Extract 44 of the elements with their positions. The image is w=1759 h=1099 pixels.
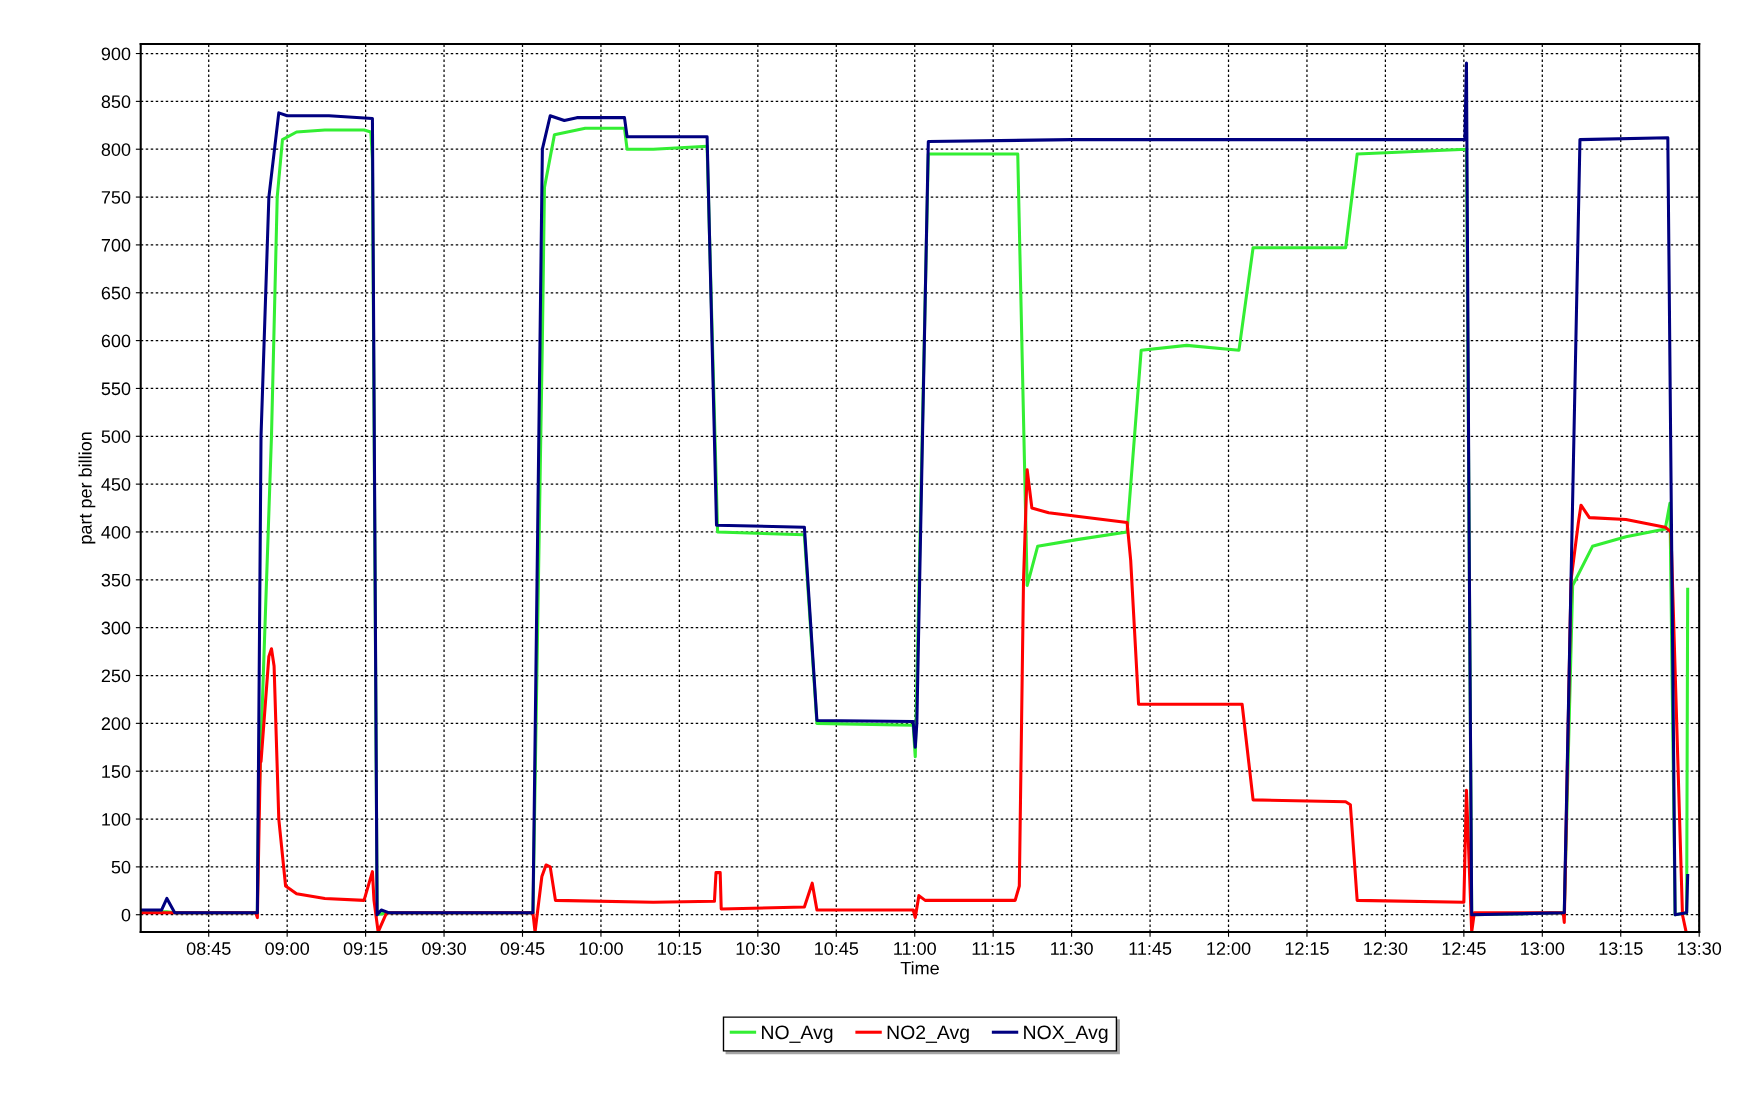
x-axis-title: Time	[900, 961, 939, 975]
x-tick-label: 09:45	[500, 942, 545, 955]
y-tick-label: 550	[101, 382, 131, 396]
y-tick-label: 500	[101, 430, 131, 443]
x-tick-label: 10:00	[579, 942, 623, 955]
y-tick-label: 650	[101, 286, 131, 300]
y-tick-label: 300	[101, 621, 131, 635]
x-tick-label: 09:15	[343, 942, 388, 955]
x-tick-label: 13:30	[1677, 942, 1722, 955]
x-tick-label: 09:30	[422, 942, 466, 955]
x-tick-label: 12:45	[1442, 942, 1486, 955]
x-tick-label: 10:45	[815, 942, 859, 955]
y-tick-label: 0	[121, 908, 131, 922]
legend-label: NO_Avg	[762, 1025, 833, 1044]
y-tick-label: 900	[101, 47, 131, 61]
y-tick-label: 700	[101, 238, 131, 252]
y-tick-label: 150	[102, 765, 131, 778]
y-tick-label: 600	[101, 334, 131, 348]
x-tick-label: 11:30	[1051, 942, 1093, 955]
x-tick-label: 11:45	[1129, 942, 1172, 955]
y-tick-label: 350	[101, 573, 131, 587]
y-tick-label: 800	[101, 143, 131, 156]
y-tick-label: 250	[101, 669, 131, 683]
y-axis-title: part per billion	[78, 432, 96, 544]
x-tick-label: 12:00	[1207, 942, 1251, 955]
x-tick-label: 08:45	[186, 942, 231, 955]
y-tick-label: 450	[101, 478, 131, 491]
legend-label: NO2_Avg	[887, 1025, 969, 1044]
y-tick-label: 400	[101, 525, 131, 539]
y-tick-label: 200	[101, 717, 131, 731]
y-tick-label: 750	[101, 191, 131, 204]
x-tick-label: 10:30	[736, 942, 780, 955]
x-tick-label: 12:15	[1285, 942, 1329, 955]
x-tick-label: 10:15	[658, 942, 702, 955]
y-tick-label: 50	[111, 860, 131, 874]
x-tick-label: 11:00	[894, 942, 936, 955]
y-tick-label: 850	[101, 95, 131, 109]
x-tick-label: 12:30	[1364, 942, 1408, 955]
y-tick-label: 100	[102, 812, 131, 826]
legend-label: NOX_Avg	[1024, 1025, 1108, 1044]
x-tick-label: 11:15	[972, 942, 1015, 955]
x-tick-label: 13:15	[1599, 942, 1643, 955]
x-tick-label: 13:00	[1521, 942, 1565, 955]
x-tick-label: 09:00	[265, 942, 310, 955]
